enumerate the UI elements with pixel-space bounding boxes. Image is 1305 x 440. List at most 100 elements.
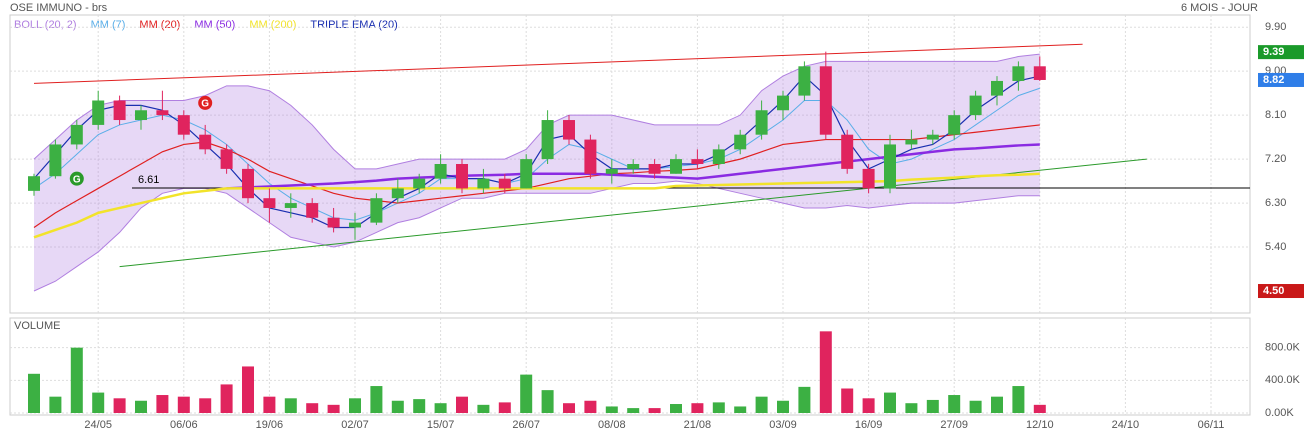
volume-bar xyxy=(605,406,618,413)
candle-body xyxy=(734,134,747,150)
volume-bar xyxy=(242,366,254,413)
volume-bar xyxy=(284,398,297,413)
candle-body xyxy=(284,203,297,208)
candle-body xyxy=(92,100,105,125)
volume-bar xyxy=(798,386,811,413)
candle-body xyxy=(627,164,640,169)
x-tick-label: 27/09 xyxy=(940,419,968,431)
candle-body xyxy=(841,134,854,169)
volume-bar xyxy=(370,386,383,413)
candle-body xyxy=(113,100,126,121)
x-tick-label: 06/06 xyxy=(170,419,198,431)
level-label: 6.61 xyxy=(138,174,159,186)
candle-body xyxy=(456,164,468,189)
volume-bar xyxy=(156,395,169,413)
candle-body xyxy=(70,124,83,145)
candle-body xyxy=(199,134,212,150)
candle-body xyxy=(220,149,233,169)
legend-entry: BOLL (20, 2) xyxy=(14,19,77,31)
volume-bar xyxy=(627,408,640,413)
x-tick-label: 19/06 xyxy=(256,419,284,431)
volume-bar xyxy=(220,384,233,413)
candle-body xyxy=(926,134,939,140)
price-tag-label: 9.39 xyxy=(1263,46,1284,58)
candle-body xyxy=(177,115,190,135)
candle-body xyxy=(905,139,918,145)
x-tick-label: 26/07 xyxy=(512,419,540,431)
volume-bar xyxy=(991,396,1003,413)
y-tick-label: 8.10 xyxy=(1265,109,1286,121)
legend-entry: MM (7) xyxy=(91,19,126,31)
volume-bar xyxy=(327,404,340,413)
volume-bar xyxy=(498,402,511,413)
signal-marker xyxy=(69,171,84,186)
candle-body xyxy=(349,222,361,228)
legend-entry: MM (50) xyxy=(194,19,235,31)
candle-body xyxy=(563,120,575,140)
candle-body xyxy=(755,110,768,135)
volume-bar xyxy=(456,396,468,413)
volume-bar xyxy=(862,398,875,413)
candle-body xyxy=(798,66,811,96)
volume-title: VOLUME xyxy=(14,320,60,332)
volume-bar xyxy=(1033,404,1046,413)
price-tag xyxy=(1258,45,1304,60)
volume-bar xyxy=(113,398,126,413)
volume-bar xyxy=(926,399,939,413)
volume-bar xyxy=(349,398,361,413)
candle-body xyxy=(263,198,276,208)
volume-bar xyxy=(520,374,533,413)
candle-body xyxy=(648,164,661,174)
x-tick-label: 16/09 xyxy=(855,419,883,431)
candle-body xyxy=(991,80,1003,96)
y-tick-label: 400.0K xyxy=(1265,374,1301,386)
candle-body xyxy=(884,144,896,189)
x-tick-label: 21/08 xyxy=(684,419,712,431)
volume-bar xyxy=(691,403,704,413)
volume-bar xyxy=(434,403,447,413)
y-tick-label: 6.30 xyxy=(1265,197,1286,209)
legend-entry: MM (200) xyxy=(249,19,296,31)
candle-body xyxy=(862,168,875,189)
volume-bar xyxy=(199,398,212,413)
volume-bar xyxy=(712,402,725,413)
signal-label: G xyxy=(73,174,81,185)
volume-bar xyxy=(648,408,661,413)
candle-body xyxy=(969,95,982,116)
candle-body xyxy=(691,159,704,164)
candle-body xyxy=(391,188,404,199)
volume-panel xyxy=(9,317,1251,416)
candle-body xyxy=(306,203,319,218)
candle-body xyxy=(135,110,147,121)
y-tick-label: 5.40 xyxy=(1265,241,1286,253)
volume-bar xyxy=(541,390,554,413)
x-tick-label: 02/07 xyxy=(341,419,369,431)
volume-bar xyxy=(819,331,832,413)
volume-bar xyxy=(70,347,83,413)
volume-bar xyxy=(1012,386,1025,413)
candle-body xyxy=(156,110,169,116)
y-tick-label: 9.90 xyxy=(1265,21,1286,33)
candle-body xyxy=(541,120,554,160)
volume-bar xyxy=(670,404,682,413)
volume-bar xyxy=(948,395,961,413)
candle-body xyxy=(777,95,789,111)
volume-bar xyxy=(28,373,40,413)
legend: BOLL (20, 2) MM (7) MM (20) MM (50) MM (200)… xyxy=(14,19,398,31)
candle-body xyxy=(28,176,40,191)
volume-bar xyxy=(584,400,597,413)
candle-body xyxy=(670,159,682,174)
period: 6 MOIS - JOUR xyxy=(1181,2,1258,14)
volume-bar xyxy=(884,392,896,413)
ma-line xyxy=(33,87,1040,221)
price-tag xyxy=(1258,284,1304,299)
candle-body xyxy=(477,178,490,189)
signal-marker xyxy=(198,95,213,110)
candle-body xyxy=(498,178,511,189)
candle-body xyxy=(584,139,597,174)
candle-body xyxy=(327,217,340,228)
candle-body xyxy=(520,159,533,189)
volume-bar xyxy=(734,406,747,413)
candle-body xyxy=(413,178,426,189)
